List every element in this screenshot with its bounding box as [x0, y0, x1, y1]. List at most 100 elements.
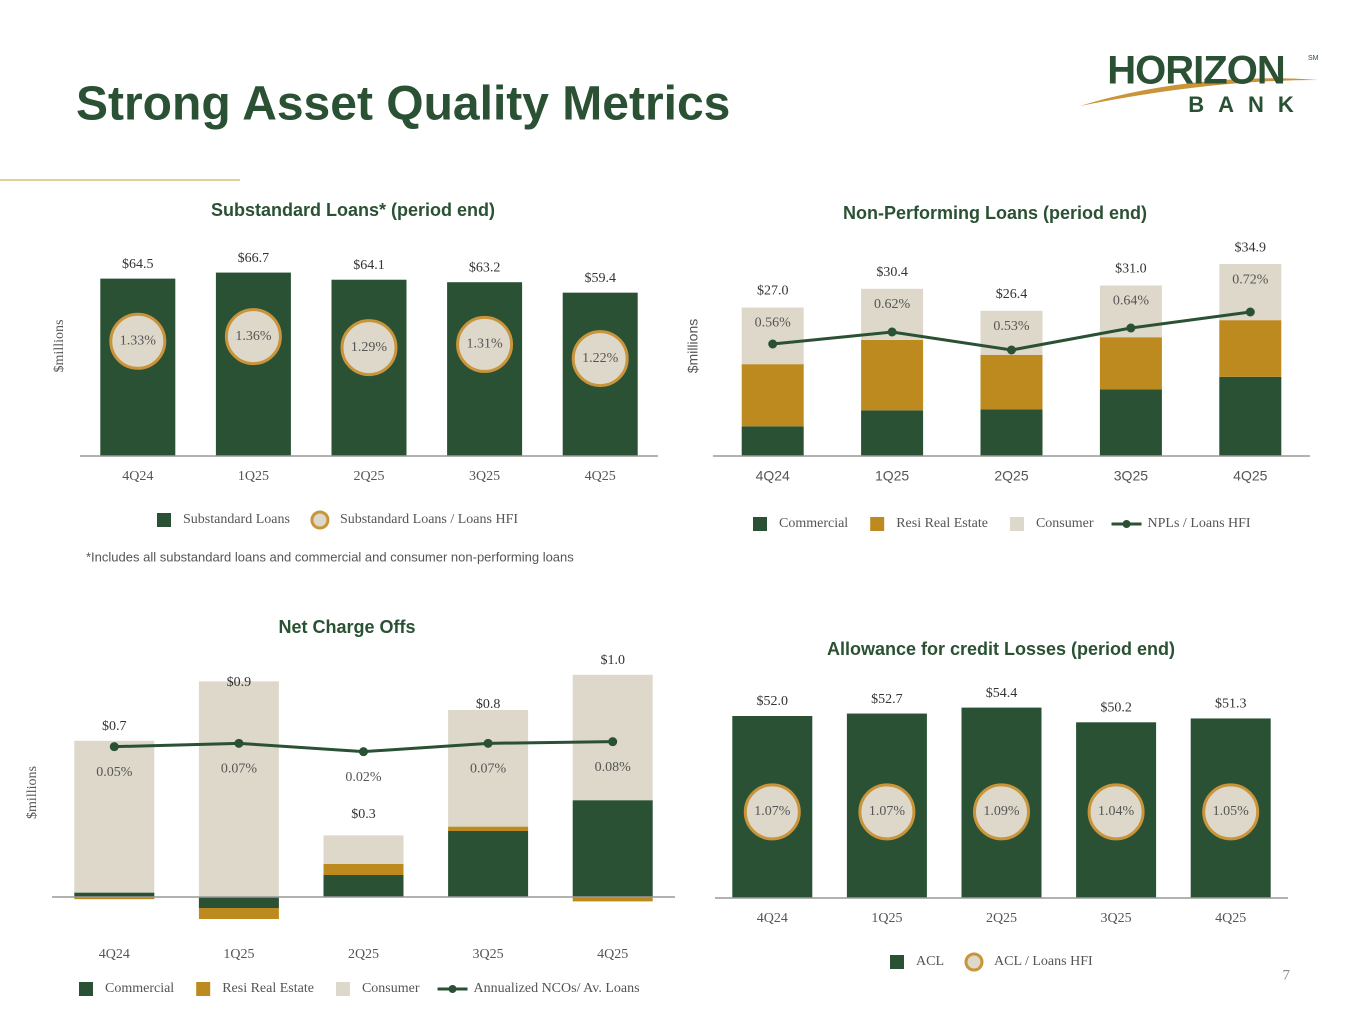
ratio-label: 0.53%: [993, 319, 1030, 334]
ratio-circle: [109, 312, 167, 370]
bar-segment: [741, 426, 804, 456]
bar-segment: [198, 681, 279, 897]
chart-title: Allowance for credit Losses (period end): [827, 639, 1175, 659]
line-point: [1245, 307, 1255, 317]
ratio-circle: [858, 783, 916, 841]
legend-label: Annualized NCOs/ Av. Loans: [474, 981, 640, 996]
total-label: $0.8: [476, 697, 501, 712]
x-tick-label: 1Q25: [875, 468, 909, 484]
legend-label: Resi Real Estate: [896, 516, 988, 531]
ratio-label: 1.33%: [120, 334, 157, 349]
y-axis-label: $millions: [25, 766, 40, 819]
line-point: [887, 327, 897, 337]
ratio-label: 1.09%: [983, 804, 1020, 819]
bar-segment: [861, 339, 924, 411]
bar-segment: [980, 354, 1043, 410]
chart-title: Non-Performing Loans (period end): [843, 203, 1147, 223]
legend-swatch: [448, 985, 457, 993]
chart: Net Charge Offs $millions $0.7 $0.9 $0.3 $0.8…: [25, 617, 675, 996]
total-label: $0.7: [102, 719, 127, 734]
ratio-label: 1.05%: [1213, 804, 1250, 819]
chart: Allowance for credit Losses (period end)…: [715, 639, 1288, 972]
ratio-label: 1.29%: [351, 340, 388, 355]
line-point: [483, 738, 493, 748]
ratio-circle: [1087, 783, 1145, 841]
logo-name: HORIZON: [1107, 49, 1284, 93]
value-label: $66.7: [238, 251, 270, 266]
total-label: $0.9: [227, 675, 252, 690]
ratio-circle: [571, 330, 629, 388]
chart: Substandard Loans* (period end) $millions…: [52, 200, 658, 564]
ratio-label: 0.05%: [96, 765, 133, 780]
x-tick-label: 2Q25: [994, 468, 1028, 484]
bar-segment: [448, 831, 529, 897]
line-point: [359, 747, 368, 757]
line-point: [768, 339, 778, 349]
legend-swatch: [890, 955, 904, 969]
value-label: $64.5: [122, 257, 154, 272]
ratio-circle: [973, 783, 1030, 841]
ratio-label: 1.31%: [467, 337, 504, 352]
legend-swatch: [196, 982, 211, 996]
x-tick-label: 1Q25: [223, 947, 254, 962]
bar-segment: [323, 875, 404, 897]
y-axis-label: $millions: [52, 320, 67, 373]
bar-segment: [741, 307, 804, 365]
legend-label: Commercial: [105, 981, 174, 996]
value-label: $64.1: [353, 258, 385, 273]
bar-segment: [861, 410, 924, 456]
legend-label: Consumer: [1036, 516, 1094, 531]
bar-segment: [198, 897, 279, 908]
x-tick-label: 4Q25: [585, 469, 616, 484]
legend-label: NPLs / Loans HFI: [1148, 516, 1251, 531]
footnote: *Includes all substandard loans and comm…: [86, 549, 574, 564]
total-label: $26.4: [996, 287, 1028, 302]
logo-swoosh: [1080, 78, 1318, 106]
bar-segment: [198, 908, 279, 919]
bar-segment: [1099, 389, 1162, 456]
legend-label: ACL: [916, 954, 944, 969]
total-label: $1.0: [600, 653, 625, 668]
logo: HORIZON SM BANK: [1080, 49, 1319, 117]
value-label: $52.0: [757, 694, 789, 709]
total-label: $27.0: [757, 284, 789, 299]
value-label: $63.2: [469, 260, 501, 275]
legend-label: Substandard Loans / Loans HFI: [340, 512, 518, 527]
bar-segment: [1219, 376, 1282, 456]
y-axis-label: $millions: [685, 319, 701, 373]
legend-swatch: [79, 982, 93, 996]
x-tick-label: 4Q24: [122, 469, 153, 484]
total-label: $0.3: [351, 807, 376, 822]
x-tick-label: 4Q24: [757, 911, 788, 926]
x-tick-label: 4Q25: [1233, 468, 1267, 484]
legend-label: Consumer: [362, 981, 420, 996]
bar-segment: [74, 740, 155, 893]
bar-segment: [572, 800, 653, 897]
bar-segment: [74, 892, 155, 897]
total-label: $31.0: [1115, 262, 1147, 277]
x-tick-label: 4Q25: [597, 947, 628, 962]
ratio-label: 0.64%: [1113, 294, 1150, 309]
legend-swatch: [157, 513, 171, 527]
x-tick-label: 3Q25: [1101, 911, 1132, 926]
x-tick-label: 1Q25: [871, 911, 902, 926]
legend-label: Commercial: [779, 516, 848, 531]
ratio-label: 0.07%: [221, 762, 258, 777]
legend-swatch: [1009, 517, 1024, 531]
ratio-label: 1.36%: [235, 329, 272, 344]
legend-swatch: [335, 982, 350, 996]
ratio-label: 0.62%: [874, 297, 911, 312]
ratio-circle: [340, 319, 398, 377]
total-label: $34.9: [1235, 240, 1267, 255]
ratio-label: 0.56%: [755, 316, 792, 331]
chart-title: Net Charge Offs: [278, 617, 415, 637]
chart: Non-Performing Loans (period end) $millio…: [685, 203, 1310, 531]
value-label: $59.4: [584, 271, 616, 286]
logo-mark: SM: [1308, 55, 1319, 62]
bar-segment: [323, 835, 404, 864]
total-label: $30.4: [876, 265, 908, 280]
ratio-label: 0.02%: [345, 770, 382, 785]
logo-sub: BANK: [1188, 92, 1308, 117]
bar-segment: [448, 826, 529, 831]
